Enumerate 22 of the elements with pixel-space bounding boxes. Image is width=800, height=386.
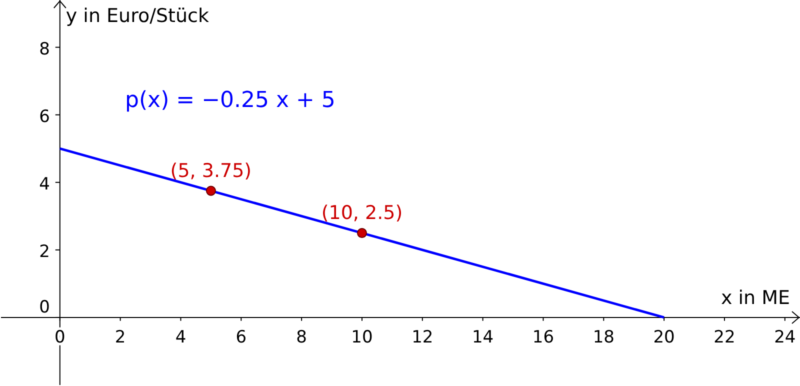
y-tick-label: 0 xyxy=(39,297,50,318)
x-tick-label: 2 xyxy=(114,327,126,348)
y-tick-label: 6 xyxy=(39,106,50,127)
x-tick-label: 24 xyxy=(774,327,796,348)
x-tick-label: 10 xyxy=(351,327,373,348)
x-tick-label: 6 xyxy=(236,327,247,348)
x-tick-label: 4 xyxy=(175,327,186,348)
x-tick-label: 22 xyxy=(714,327,736,348)
y-tick-label: 4 xyxy=(39,174,50,194)
y-tick-label: 2 xyxy=(39,242,50,262)
x-tick-label: 14 xyxy=(472,327,494,348)
x-tick-label: 8 xyxy=(296,327,307,348)
annotation: (10, 2.5) xyxy=(321,202,403,224)
annotation: p(x) = −0.25 x + 5 xyxy=(125,88,336,113)
annotation: (5, 3.75) xyxy=(170,160,252,182)
x-tick-label: 20 xyxy=(653,327,675,348)
x-tick-label: 16 xyxy=(532,327,554,348)
x-tick-label: 12 xyxy=(412,327,434,348)
x-tick-label: 18 xyxy=(592,327,614,348)
x-axis-title: x in ME xyxy=(720,287,790,310)
y-tick-label: 8 xyxy=(39,39,50,60)
y-axis-title: y in Euro/Stück xyxy=(66,5,210,27)
